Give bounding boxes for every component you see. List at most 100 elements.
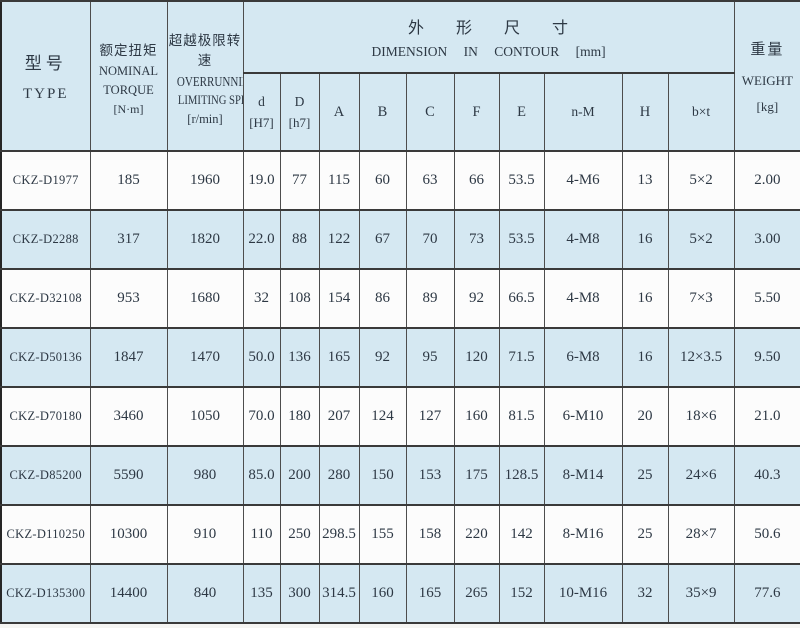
value-cell: 5×2 — [667, 209, 735, 270]
value-cell: 3.00 — [733, 209, 800, 270]
header-weight: 重量 WEIGHT [kg] — [733, 0, 800, 152]
value-cell: 86 — [358, 268, 407, 329]
value-cell: 135 — [242, 563, 281, 624]
table-body: CKZ-D1977 185 1960 19.0 77 115 60 63 66 53.5 4-M6 1… — [0, 150, 800, 624]
value-cell: 71.5 — [498, 327, 545, 388]
model-cell: CKZ-D70180 — [0, 386, 91, 447]
value-cell: 35×9 — [667, 563, 735, 624]
value-cell: 25 — [621, 445, 669, 506]
header-row-sub: d [H7] D [h7] A B C F E n-M H b×t — [1, 72, 800, 152]
value-cell: 77 — [279, 150, 320, 211]
value-cell: 153 — [405, 445, 455, 506]
header-type: 型号 TYPE — [0, 0, 91, 152]
header-torque-en1: NOMINAL — [98, 63, 159, 78]
value-cell: 5×2 — [667, 150, 735, 211]
header-dimension-en: DIMENSION IN CONTOUR [mm] — [371, 44, 606, 59]
header-col-F: F — [453, 72, 500, 152]
value-cell: 92 — [453, 268, 500, 329]
header-col-d-tolerance: [H7] — [249, 114, 274, 130]
value-cell: 152 — [498, 563, 545, 624]
value-cell: 10-M16 — [543, 563, 623, 624]
value-cell: 220 — [453, 504, 500, 565]
header-type-zh: 型号 — [24, 54, 67, 73]
header-col-d: d [H7] — [242, 72, 281, 152]
value-cell: 70.0 — [242, 386, 281, 447]
value-cell: 63 — [405, 150, 455, 211]
model-cell: CKZ-D135300 — [0, 563, 91, 624]
value-cell: 19.0 — [242, 150, 281, 211]
value-cell: 980 — [166, 445, 244, 506]
value-cell: 128.5 — [498, 445, 545, 506]
value-cell: 28×7 — [667, 504, 735, 565]
value-cell: 158 — [405, 504, 455, 565]
value-cell: 13 — [621, 150, 669, 211]
value-cell: 53.5 — [498, 150, 545, 211]
value-cell: 300 — [279, 563, 320, 624]
value-cell: 10300 — [89, 504, 168, 565]
value-cell: 142 — [498, 504, 545, 565]
header-col-H: H — [621, 72, 669, 152]
value-cell: 127 — [405, 386, 455, 447]
value-cell: 16 — [621, 209, 669, 270]
value-cell: 136 — [279, 327, 320, 388]
value-cell: 66 — [453, 150, 500, 211]
value-cell: 8-M16 — [543, 504, 623, 565]
value-cell: 280 — [318, 445, 360, 506]
value-cell: 1050 — [166, 386, 244, 447]
value-cell: 200 — [279, 445, 320, 506]
header-speed-en2: LIMITING SPEEDS — [177, 91, 242, 107]
header-col-E: E — [498, 72, 545, 152]
value-cell: 60 — [358, 150, 407, 211]
header-row-group: 型号 TYPE 额定扭矩 NOMINAL TORQUE [N·m] 超越极限转速… — [0, 0, 800, 152]
header-speed-zh: 超越极限转速 — [168, 32, 242, 68]
header-weight-en: WEIGHT — [741, 72, 793, 88]
header-col-d-label: d — [258, 93, 265, 109]
header-col-C: C — [405, 72, 455, 152]
value-cell: 155 — [358, 504, 407, 565]
table-row: CKZ-D32108 953 1680 32 108 154 86 89 92 66.5 4-M8 1… — [0, 268, 800, 329]
table-row: CKZ-D50136 1847 1470 50.0 136 165 92 95 120 71.5 6… — [0, 327, 800, 388]
header-col-nM: n-M — [543, 72, 623, 152]
model-cell: CKZ-D32108 — [0, 268, 91, 329]
value-cell: 1820 — [166, 209, 244, 270]
value-cell: 207 — [318, 386, 360, 447]
value-cell: 24×6 — [667, 445, 735, 506]
header-col-D-tolerance: [h7] — [288, 114, 311, 130]
header-type-en: TYPE — [23, 86, 69, 102]
value-cell: 7×3 — [667, 268, 735, 329]
value-cell: 154 — [318, 268, 360, 329]
model-cell: CKZ-D2288 — [0, 209, 91, 270]
header-torque-en2: TORQUE — [103, 82, 154, 97]
table-header: 型号 TYPE 额定扭矩 NOMINAL TORQUE [N·m] 超越极限转速… — [0, 0, 800, 152]
header-col-D: D [h7] — [279, 72, 320, 152]
value-cell: 180 — [279, 386, 320, 447]
header-col-D-label: D — [294, 93, 305, 109]
value-cell: 92 — [358, 327, 407, 388]
value-cell: 108 — [279, 268, 320, 329]
value-cell: 40.3 — [733, 445, 800, 506]
header-nominal-torque: 额定扭矩 NOMINAL TORQUE [N·m] — [89, 0, 168, 152]
value-cell: 67 — [358, 209, 407, 270]
value-cell: 53.5 — [498, 209, 545, 270]
value-cell: 66.5 — [498, 268, 545, 329]
table-row: CKZ-D2288 317 1820 22.0 88 122 67 70 73 53.5 4-M8 1… — [0, 209, 800, 270]
value-cell: 81.5 — [498, 386, 545, 447]
value-cell: 2.00 — [733, 150, 800, 211]
value-cell: 85.0 — [242, 445, 281, 506]
value-cell: 317 — [89, 209, 168, 270]
value-cell: 1680 — [166, 268, 244, 329]
value-cell: 18×6 — [667, 386, 735, 447]
value-cell: 8-M14 — [543, 445, 623, 506]
value-cell: 298.5 — [318, 504, 360, 565]
value-cell: 160 — [453, 386, 500, 447]
value-cell: 16 — [621, 268, 669, 329]
value-cell: 21.0 — [733, 386, 800, 447]
value-cell: 3460 — [89, 386, 168, 447]
value-cell: 1960 — [166, 150, 244, 211]
value-cell: 265 — [453, 563, 500, 624]
model-cell: CKZ-D50136 — [0, 327, 91, 388]
value-cell: 115 — [318, 150, 360, 211]
value-cell: 4-M6 — [543, 150, 623, 211]
value-cell: 14400 — [89, 563, 168, 624]
